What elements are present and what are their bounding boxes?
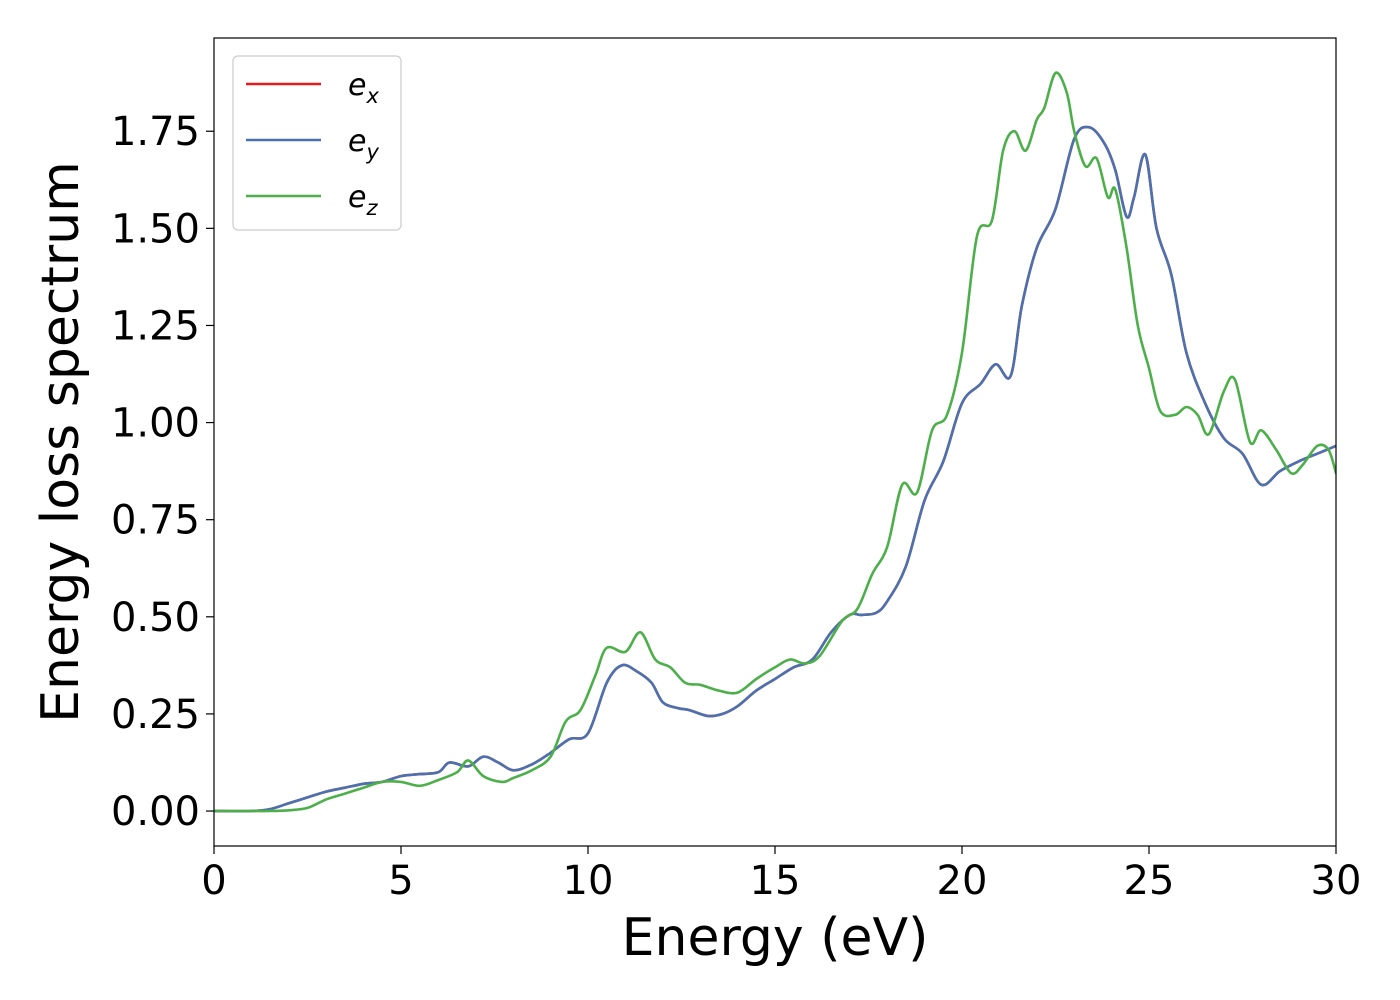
series-layer	[214, 71, 1336, 813]
x-axis: 0 5 10 15 20 25 30	[201, 846, 1361, 904]
y-tick-label: 1.00	[111, 401, 200, 447]
x-tick-label: 5	[388, 858, 413, 904]
x-axis-title: Energy (eV)	[622, 908, 929, 968]
x-tick-label: 30	[1311, 858, 1362, 904]
legend-label-e-y: ey	[348, 124, 379, 164]
y-tick-label: 1.50	[111, 206, 200, 252]
legend-frame	[232, 55, 402, 231]
x-tick-label: 10	[563, 858, 614, 904]
series-line-e-z	[214, 71, 1336, 813]
y-tick-label: 0.75	[111, 498, 200, 544]
y-tick-label: 0.00	[111, 789, 200, 835]
x-tick-label: 0	[201, 858, 226, 904]
y-tick-label: 1.75	[111, 109, 200, 155]
y-tick-label: 0.50	[111, 595, 200, 641]
x-tick-label: 25	[1124, 858, 1175, 904]
y-axis: 0.00 0.25 0.50 0.75 1.00 1.25 1.50 1.75	[111, 109, 214, 835]
x-tick-label: 15	[750, 858, 801, 904]
y-tick-label: 1.25	[111, 303, 200, 349]
y-axis-title: Energy loss spectrum	[31, 161, 91, 723]
x-tick-label: 20	[937, 858, 988, 904]
y-tick-label: 0.25	[111, 692, 200, 738]
